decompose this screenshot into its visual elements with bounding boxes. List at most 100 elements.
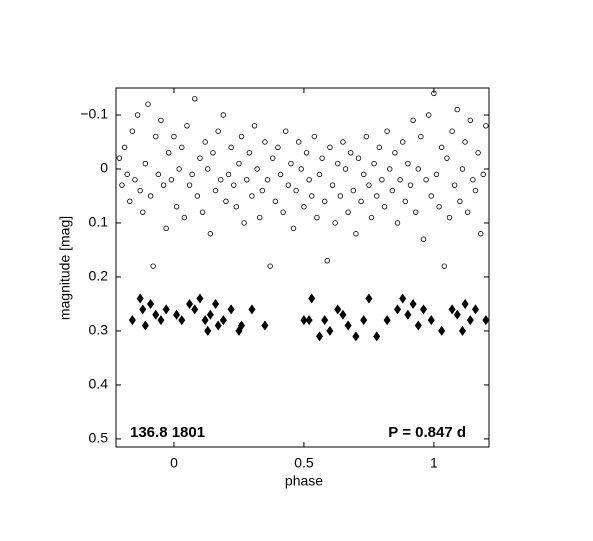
data-point — [220, 112, 227, 118]
data-point — [186, 298, 194, 309]
data-point — [305, 315, 313, 326]
data-point — [194, 193, 201, 199]
data-point — [449, 128, 455, 134]
data-point — [168, 177, 175, 183]
data-point — [308, 293, 316, 304]
annotation: P = 0.847 d — [388, 424, 466, 441]
data-point — [199, 209, 206, 215]
data-point — [453, 309, 461, 320]
data-point — [189, 171, 195, 178]
data-point — [155, 171, 162, 178]
data-point — [288, 160, 294, 167]
data-point — [201, 315, 209, 326]
data-point — [166, 150, 172, 156]
data-point — [371, 160, 377, 167]
data-point — [306, 177, 312, 183]
data-point — [366, 182, 372, 188]
y-tick-label: −0.1 — [80, 106, 108, 122]
data-point — [311, 133, 318, 140]
data-point — [335, 160, 341, 167]
data-point — [298, 166, 305, 172]
data-point — [181, 214, 188, 221]
annotation: 136.8 1801 — [130, 424, 205, 441]
data-point — [467, 117, 473, 124]
data-point — [383, 315, 391, 326]
y-tick-label: 0.3 — [89, 322, 109, 338]
data-point — [147, 193, 154, 199]
data-point — [387, 166, 393, 172]
data-point — [407, 182, 414, 188]
data-point — [327, 144, 333, 151]
data-point — [368, 214, 375, 221]
data-point — [334, 304, 342, 315]
data-point — [399, 293, 407, 304]
data-point — [433, 171, 440, 178]
data-point — [365, 293, 373, 304]
data-point — [360, 315, 368, 326]
data-point — [301, 204, 307, 210]
data-point — [251, 123, 258, 129]
x-tick-label: 0.5 — [294, 455, 314, 471]
y-tick-label: 0.4 — [89, 376, 109, 392]
data-point — [420, 236, 427, 242]
data-point — [267, 263, 273, 269]
data-point — [389, 187, 396, 194]
data-point — [404, 309, 412, 320]
data-point — [358, 198, 364, 205]
data-point — [381, 204, 388, 210]
data-point — [275, 144, 281, 151]
data-point — [215, 128, 221, 134]
data-point — [464, 209, 471, 215]
data-point — [446, 214, 453, 221]
data-point — [397, 177, 403, 183]
data-point — [483, 123, 489, 129]
data-point — [116, 155, 123, 161]
data-point — [290, 225, 297, 232]
data-point — [150, 263, 156, 269]
data-point — [355, 155, 362, 161]
data-point — [127, 198, 133, 205]
data-point — [244, 177, 250, 183]
data-point — [163, 225, 169, 232]
data-point — [350, 187, 357, 194]
data-point — [454, 106, 460, 113]
data-point — [142, 160, 149, 167]
data-point — [277, 171, 284, 178]
data-point — [459, 166, 466, 172]
data-point — [363, 133, 370, 140]
data-point — [206, 309, 214, 320]
plot-frame — [115, 87, 490, 448]
data-point — [415, 166, 421, 172]
data-point — [322, 198, 328, 205]
data-point — [228, 144, 234, 151]
data-point — [384, 128, 390, 134]
data-point — [314, 214, 320, 221]
data-point — [332, 220, 338, 226]
data-point — [409, 298, 417, 309]
data-point — [246, 150, 253, 156]
data-point — [319, 155, 325, 161]
data-point — [197, 155, 203, 161]
data-point — [219, 315, 227, 326]
data-point — [472, 187, 479, 194]
data-point — [345, 209, 351, 215]
data-point — [160, 182, 167, 188]
data-point — [296, 139, 302, 145]
data-point — [471, 304, 479, 315]
data-point — [326, 325, 334, 336]
data-point — [361, 171, 367, 178]
data-point — [376, 144, 383, 151]
data-point — [352, 331, 360, 342]
x-axis-label: phase — [285, 473, 323, 489]
data-point — [427, 315, 435, 326]
data-point — [134, 112, 141, 118]
data-point — [316, 331, 324, 342]
data-point — [470, 177, 476, 183]
data-point — [425, 112, 432, 118]
data-point — [438, 325, 446, 336]
data-point — [241, 220, 247, 226]
data-point — [392, 150, 398, 156]
data-point — [179, 144, 185, 151]
data-point — [158, 117, 164, 124]
